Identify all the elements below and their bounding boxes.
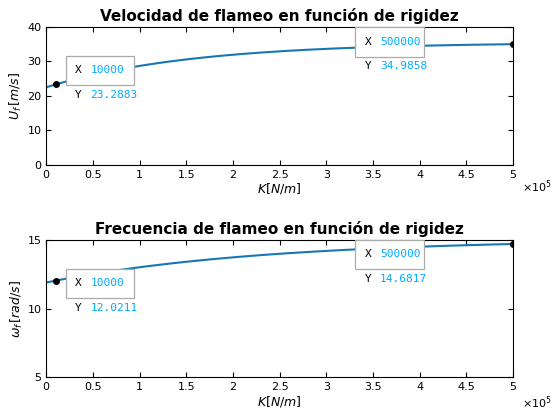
Text: X: X [75,66,88,76]
Text: 34.9858: 34.9858 [380,61,427,71]
Text: X: X [365,37,378,47]
Text: 14.6817: 14.6817 [380,274,427,284]
Text: X: X [75,278,88,288]
Text: 10000: 10000 [91,278,124,288]
Text: 500000: 500000 [380,249,421,259]
Text: 500000: 500000 [380,37,421,47]
X-axis label: $K[N/m]$: $K[N/m]$ [258,181,302,196]
Text: 23.2883: 23.2883 [91,90,138,100]
Title: Velocidad de flameo en función de rigidez: Velocidad de flameo en función de rigide… [100,8,459,24]
Text: X 10000
Y 12.0211: X 10000 Y 12.0211 [69,273,130,294]
Text: Y: Y [75,303,88,313]
Text: X 500000
Y 34.9858: X 500000 Y 34.9858 [359,31,420,52]
Text: $\times10^5$: $\times10^5$ [522,178,552,195]
X-axis label: $K[N/m]$: $K[N/m]$ [258,394,302,409]
Text: 12.0211: 12.0211 [91,303,138,313]
Text: $\times10^5$: $\times10^5$ [522,394,552,411]
Text: X 500000
Y 14.6817: X 500000 Y 14.6817 [359,244,420,265]
Y-axis label: $\omega_f\,[rad/s]$: $\omega_f\,[rad/s]$ [8,279,25,338]
Text: X: X [365,249,378,259]
Text: Y: Y [75,90,88,100]
Title: Frecuencia de flameo en función de rigidez: Frecuencia de flameo en función de rigid… [95,221,464,237]
Text: Y: Y [365,274,378,284]
Text: 10000: 10000 [91,66,124,76]
Text: Y: Y [365,61,378,71]
Y-axis label: $U_f\,[m/s]$: $U_f\,[m/s]$ [8,72,25,120]
Text: X 10000
Y 23.2883: X 10000 Y 23.2883 [69,60,130,81]
